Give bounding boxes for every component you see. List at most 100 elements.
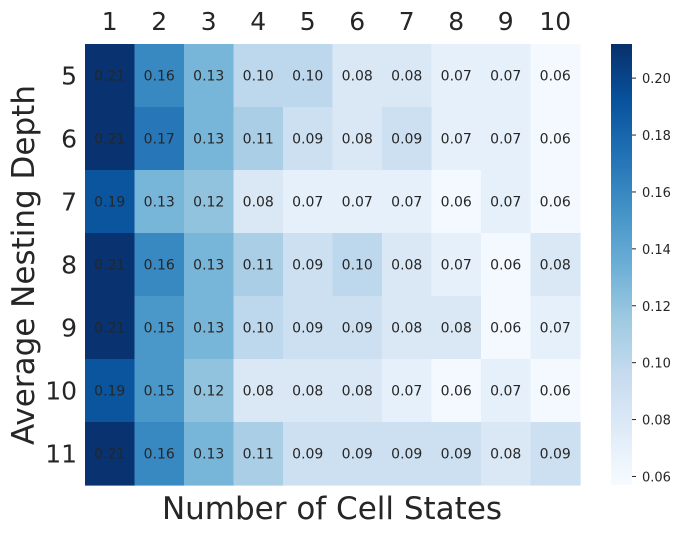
heatmap-cell xyxy=(530,107,581,171)
heatmap-cell xyxy=(431,233,482,297)
heatmap-cell xyxy=(283,44,334,108)
heatmap-cell xyxy=(134,107,185,171)
heatmap-cell xyxy=(134,296,185,360)
heatmap-cell xyxy=(233,170,284,234)
cell-value-label: 0.16 xyxy=(144,258,175,274)
heatmap-cell xyxy=(530,422,581,486)
y-tick-label: 7 xyxy=(61,188,77,217)
cell-value-label: 0.21 xyxy=(94,69,125,85)
heatmap-cell xyxy=(481,422,532,486)
heatmap-cell xyxy=(332,107,383,171)
heatmap-cell xyxy=(283,107,334,171)
colorbar-ticks: 0.06 0.08 0.10 0.12 0.14 0.16 0.18 0.20 xyxy=(632,72,671,485)
heatmap-cell xyxy=(184,296,235,360)
heatmap-cell xyxy=(431,170,482,234)
cell-value-label: 0.08 xyxy=(490,447,521,463)
heatmap-cell xyxy=(85,233,136,297)
cell-value-label: 0.11 xyxy=(243,132,274,148)
heatmap-cell xyxy=(530,359,581,423)
heatmap-cell xyxy=(481,170,532,234)
cell-value-label: 0.13 xyxy=(144,195,175,211)
cell-value-label: 0.08 xyxy=(292,384,323,400)
colorbar-tick-label: 0.10 xyxy=(642,357,671,372)
cell-value-label: 0.09 xyxy=(292,132,323,148)
cell-value-label: 0.13 xyxy=(193,69,224,85)
cell-value-label: 0.09 xyxy=(391,447,422,463)
heatmap-cell xyxy=(530,44,581,108)
heatmap-cell xyxy=(85,44,136,108)
y-tick-label: 11 xyxy=(45,440,77,469)
cell-value-label: 0.06 xyxy=(540,195,571,211)
cell-value-label: 0.07 xyxy=(292,195,323,211)
heatmap-cells xyxy=(85,44,581,486)
heatmap-cell xyxy=(382,422,433,486)
y-tick-label: 10 xyxy=(45,377,77,406)
heatmap-cell xyxy=(332,296,383,360)
cell-value-label: 0.10 xyxy=(243,69,274,85)
cell-value-label: 0.08 xyxy=(342,132,373,148)
heatmap-cell xyxy=(233,296,284,360)
y-tick-label: 6 xyxy=(61,125,77,154)
cell-value-label: 0.07 xyxy=(391,384,422,400)
cell-value-label: 0.21 xyxy=(94,258,125,274)
y-tick-labels: 5 6 7 8 9 10 11 xyxy=(45,62,77,469)
x-tick-labels: 1 2 3 4 5 6 7 8 9 10 xyxy=(102,7,571,36)
cell-value-label: 0.21 xyxy=(94,447,125,463)
cell-value-label: 0.09 xyxy=(441,447,472,463)
cell-value-label: 0.11 xyxy=(243,258,274,274)
cell-value-label: 0.06 xyxy=(540,132,571,148)
heatmap-cell xyxy=(530,296,581,360)
heatmap-cell xyxy=(85,422,136,486)
cell-value-label: 0.06 xyxy=(441,384,472,400)
x-axis-label: Number of Cell States xyxy=(162,491,502,527)
heatmap-cell xyxy=(134,359,185,423)
x-tick-label: 6 xyxy=(349,7,365,36)
heatmap-cell xyxy=(431,296,482,360)
heatmap-cell xyxy=(283,233,334,297)
y-tick-label: 8 xyxy=(61,251,77,280)
heatmap-cell xyxy=(431,44,482,108)
cell-value-label: 0.15 xyxy=(144,321,175,337)
heatmap-cell xyxy=(332,233,383,297)
heatmap-cell xyxy=(431,107,482,171)
colorbar-tick-label: 0.16 xyxy=(642,186,671,201)
cell-value-label: 0.10 xyxy=(342,258,373,274)
cell-value-label: 0.07 xyxy=(540,321,571,337)
cell-value-label: 0.09 xyxy=(292,447,323,463)
cell-value-label: 0.09 xyxy=(391,132,422,148)
x-tick-label: 2 xyxy=(151,7,167,36)
colorbar-tick-label: 0.18 xyxy=(642,129,671,144)
x-tick-label: 5 xyxy=(300,7,316,36)
cell-value-label: 0.07 xyxy=(342,195,373,211)
heatmap-cell xyxy=(233,422,284,486)
heatmap-cell xyxy=(184,233,235,297)
colorbar xyxy=(611,44,632,485)
colorbar-tick-label: 0.14 xyxy=(642,243,671,258)
cell-value-label: 0.09 xyxy=(292,321,323,337)
cell-value-label: 0.16 xyxy=(144,447,175,463)
cell-value-label: 0.12 xyxy=(193,195,224,211)
x-tick-label: 9 xyxy=(498,7,514,36)
heatmap-cell xyxy=(481,44,532,108)
x-tick-label: 8 xyxy=(448,7,464,36)
heatmap-cell xyxy=(233,44,284,108)
cell-value-label: 0.11 xyxy=(243,447,274,463)
heatmap-cell xyxy=(332,422,383,486)
heatmap-cell xyxy=(382,296,433,360)
heatmap-cell xyxy=(184,359,235,423)
heatmap-cell xyxy=(481,296,532,360)
cell-value-label: 0.09 xyxy=(540,447,571,463)
heatmap-cell xyxy=(382,170,433,234)
cell-value-label: 0.06 xyxy=(490,258,521,274)
cell-value-label: 0.07 xyxy=(391,195,422,211)
cell-value-label: 0.08 xyxy=(540,258,571,274)
colorbar-tick-label: 0.06 xyxy=(642,470,671,485)
cell-value-label: 0.08 xyxy=(391,258,422,274)
heatmap-cell xyxy=(283,296,334,360)
cell-value-label: 0.13 xyxy=(193,321,224,337)
cell-value-label: 0.07 xyxy=(490,69,521,85)
cell-value-label: 0.19 xyxy=(94,195,125,211)
heatmap-cell xyxy=(283,170,334,234)
